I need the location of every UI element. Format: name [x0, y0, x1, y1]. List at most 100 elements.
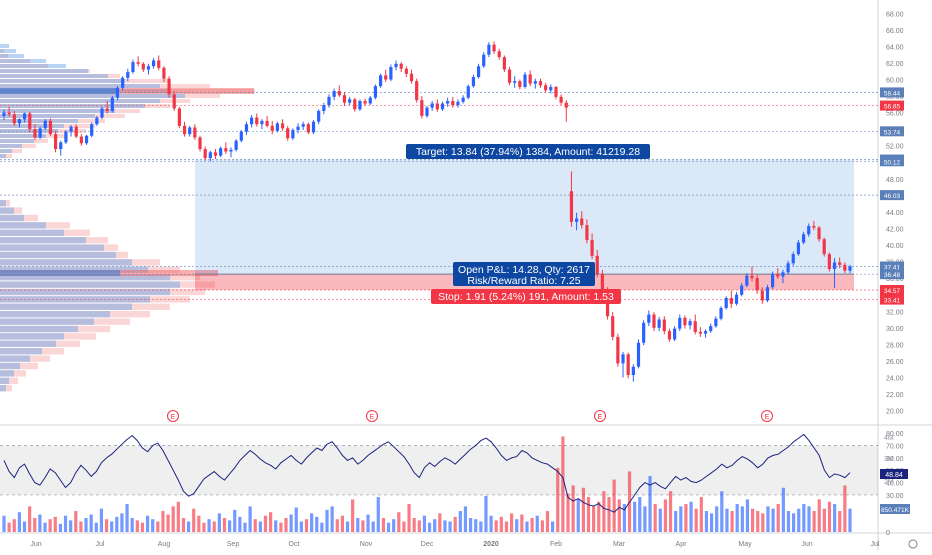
- volume-bar: [181, 518, 186, 532]
- price-tag: [880, 126, 904, 137]
- earnings-marker-label: E: [370, 414, 375, 421]
- volume-bar: [576, 499, 580, 532]
- volume-bar: [730, 511, 734, 532]
- y-tick-label: 36.00: [886, 276, 904, 283]
- candle-body: [822, 239, 826, 255]
- volume-bar: [438, 513, 442, 532]
- candle-body: [79, 136, 83, 144]
- candle-body: [280, 123, 285, 129]
- volume-bar: [79, 521, 83, 532]
- candle-body: [698, 331, 703, 334]
- rsi-value-tag: [880, 469, 908, 479]
- earnings-marker-label: E: [598, 414, 603, 421]
- candle-body: [786, 263, 790, 273]
- volume-bar: [422, 515, 427, 532]
- candle-body: [342, 95, 347, 103]
- candle-body: [157, 60, 161, 68]
- candle-body: [564, 102, 568, 108]
- y-tick-label: 22.00: [886, 392, 904, 399]
- candle-body: [451, 101, 455, 106]
- profile-bar-up: [0, 385, 6, 392]
- candle-body: [636, 342, 641, 367]
- profile-bar-up: [0, 134, 46, 138]
- profile-bar-total: [0, 266, 180, 273]
- profile-bar-up: [0, 144, 22, 148]
- volume-bar: [412, 518, 416, 532]
- volume-bar: [663, 499, 668, 532]
- candle-body: [250, 117, 254, 125]
- profile-bar-up: [0, 79, 125, 83]
- profile-bar-up: [0, 214, 24, 222]
- candle-body: [667, 331, 672, 340]
- target-label: Target: 13.84 (37.94%) 1384, Amount: 412…: [416, 146, 640, 158]
- volume-bar: [771, 508, 775, 532]
- price-tag: [880, 294, 904, 305]
- x-tick-label: 2020: [483, 541, 499, 548]
- profile-bar-up: [0, 355, 30, 362]
- x-tick-label: Mar: [613, 541, 626, 548]
- candle-body: [177, 108, 181, 126]
- volume-axis-label: 3M: [884, 456, 894, 463]
- volume-bar: [381, 518, 386, 532]
- volume-bar: [427, 522, 432, 532]
- volume-bar: [802, 504, 806, 532]
- candle-body: [33, 129, 37, 138]
- candle-body: [275, 123, 280, 131]
- earnings-marker-label: E: [171, 414, 176, 421]
- profile-bar-total: [0, 109, 140, 113]
- profile-bar-total: [0, 84, 210, 88]
- volume-bar: [602, 491, 606, 532]
- volume-bar: [145, 515, 150, 532]
- profile-bar-up: [0, 222, 46, 229]
- profile-bar-total: [0, 114, 125, 118]
- price-tag-label: 53.74: [884, 129, 901, 136]
- volume-bar: [622, 504, 626, 532]
- profile-bar-up: [0, 154, 6, 158]
- candle-body: [502, 57, 506, 70]
- profile-poc-bar: [0, 88, 254, 94]
- volume-bar: [479, 521, 483, 532]
- candle-body: [7, 112, 11, 115]
- volume-bar: [402, 521, 406, 532]
- candle-body: [538, 81, 543, 86]
- x-tick-label: Aug: [158, 541, 171, 548]
- volume-bar: [407, 504, 411, 532]
- candle-body: [332, 91, 336, 97]
- volume-bar: [166, 514, 170, 532]
- candle-body: [64, 131, 68, 143]
- candle-body: [580, 218, 584, 226]
- profile-bar-up: [0, 303, 132, 310]
- volume-bar: [709, 513, 714, 532]
- volume-bar: [750, 508, 755, 532]
- profile-bar-total: [0, 119, 105, 123]
- volume-bar: [212, 521, 216, 532]
- volume-bar: [740, 506, 744, 532]
- profile-bar-up: [0, 266, 148, 273]
- volume-bar: [366, 514, 370, 532]
- profile-bar-up: [0, 139, 34, 143]
- profile-bar-up: [0, 281, 180, 288]
- volume-bar: [597, 501, 601, 532]
- price-tag-label: 34.57: [884, 288, 901, 295]
- candle-body: [688, 321, 692, 326]
- volume-bar: [269, 512, 273, 532]
- volume-bar: [12, 519, 16, 532]
- volume-axis-label: 2M: [884, 479, 894, 486]
- candle-body: [848, 266, 852, 271]
- volume-bar: [735, 504, 739, 532]
- volume-bar: [284, 518, 288, 532]
- y-tick-label: 56.00: [886, 111, 904, 118]
- candle-body: [734, 294, 739, 304]
- volume-bar: [545, 511, 550, 532]
- candle-body: [48, 120, 53, 135]
- candle-body: [84, 135, 89, 144]
- volume-bar: [217, 513, 221, 532]
- volume-bar: [186, 521, 191, 532]
- volume-bar: [7, 522, 11, 532]
- price-tag: [880, 284, 904, 295]
- volume-bar: [110, 521, 114, 532]
- profile-bar-up: [0, 340, 56, 347]
- profile-bar-up: [0, 244, 104, 251]
- candle-body: [59, 142, 63, 150]
